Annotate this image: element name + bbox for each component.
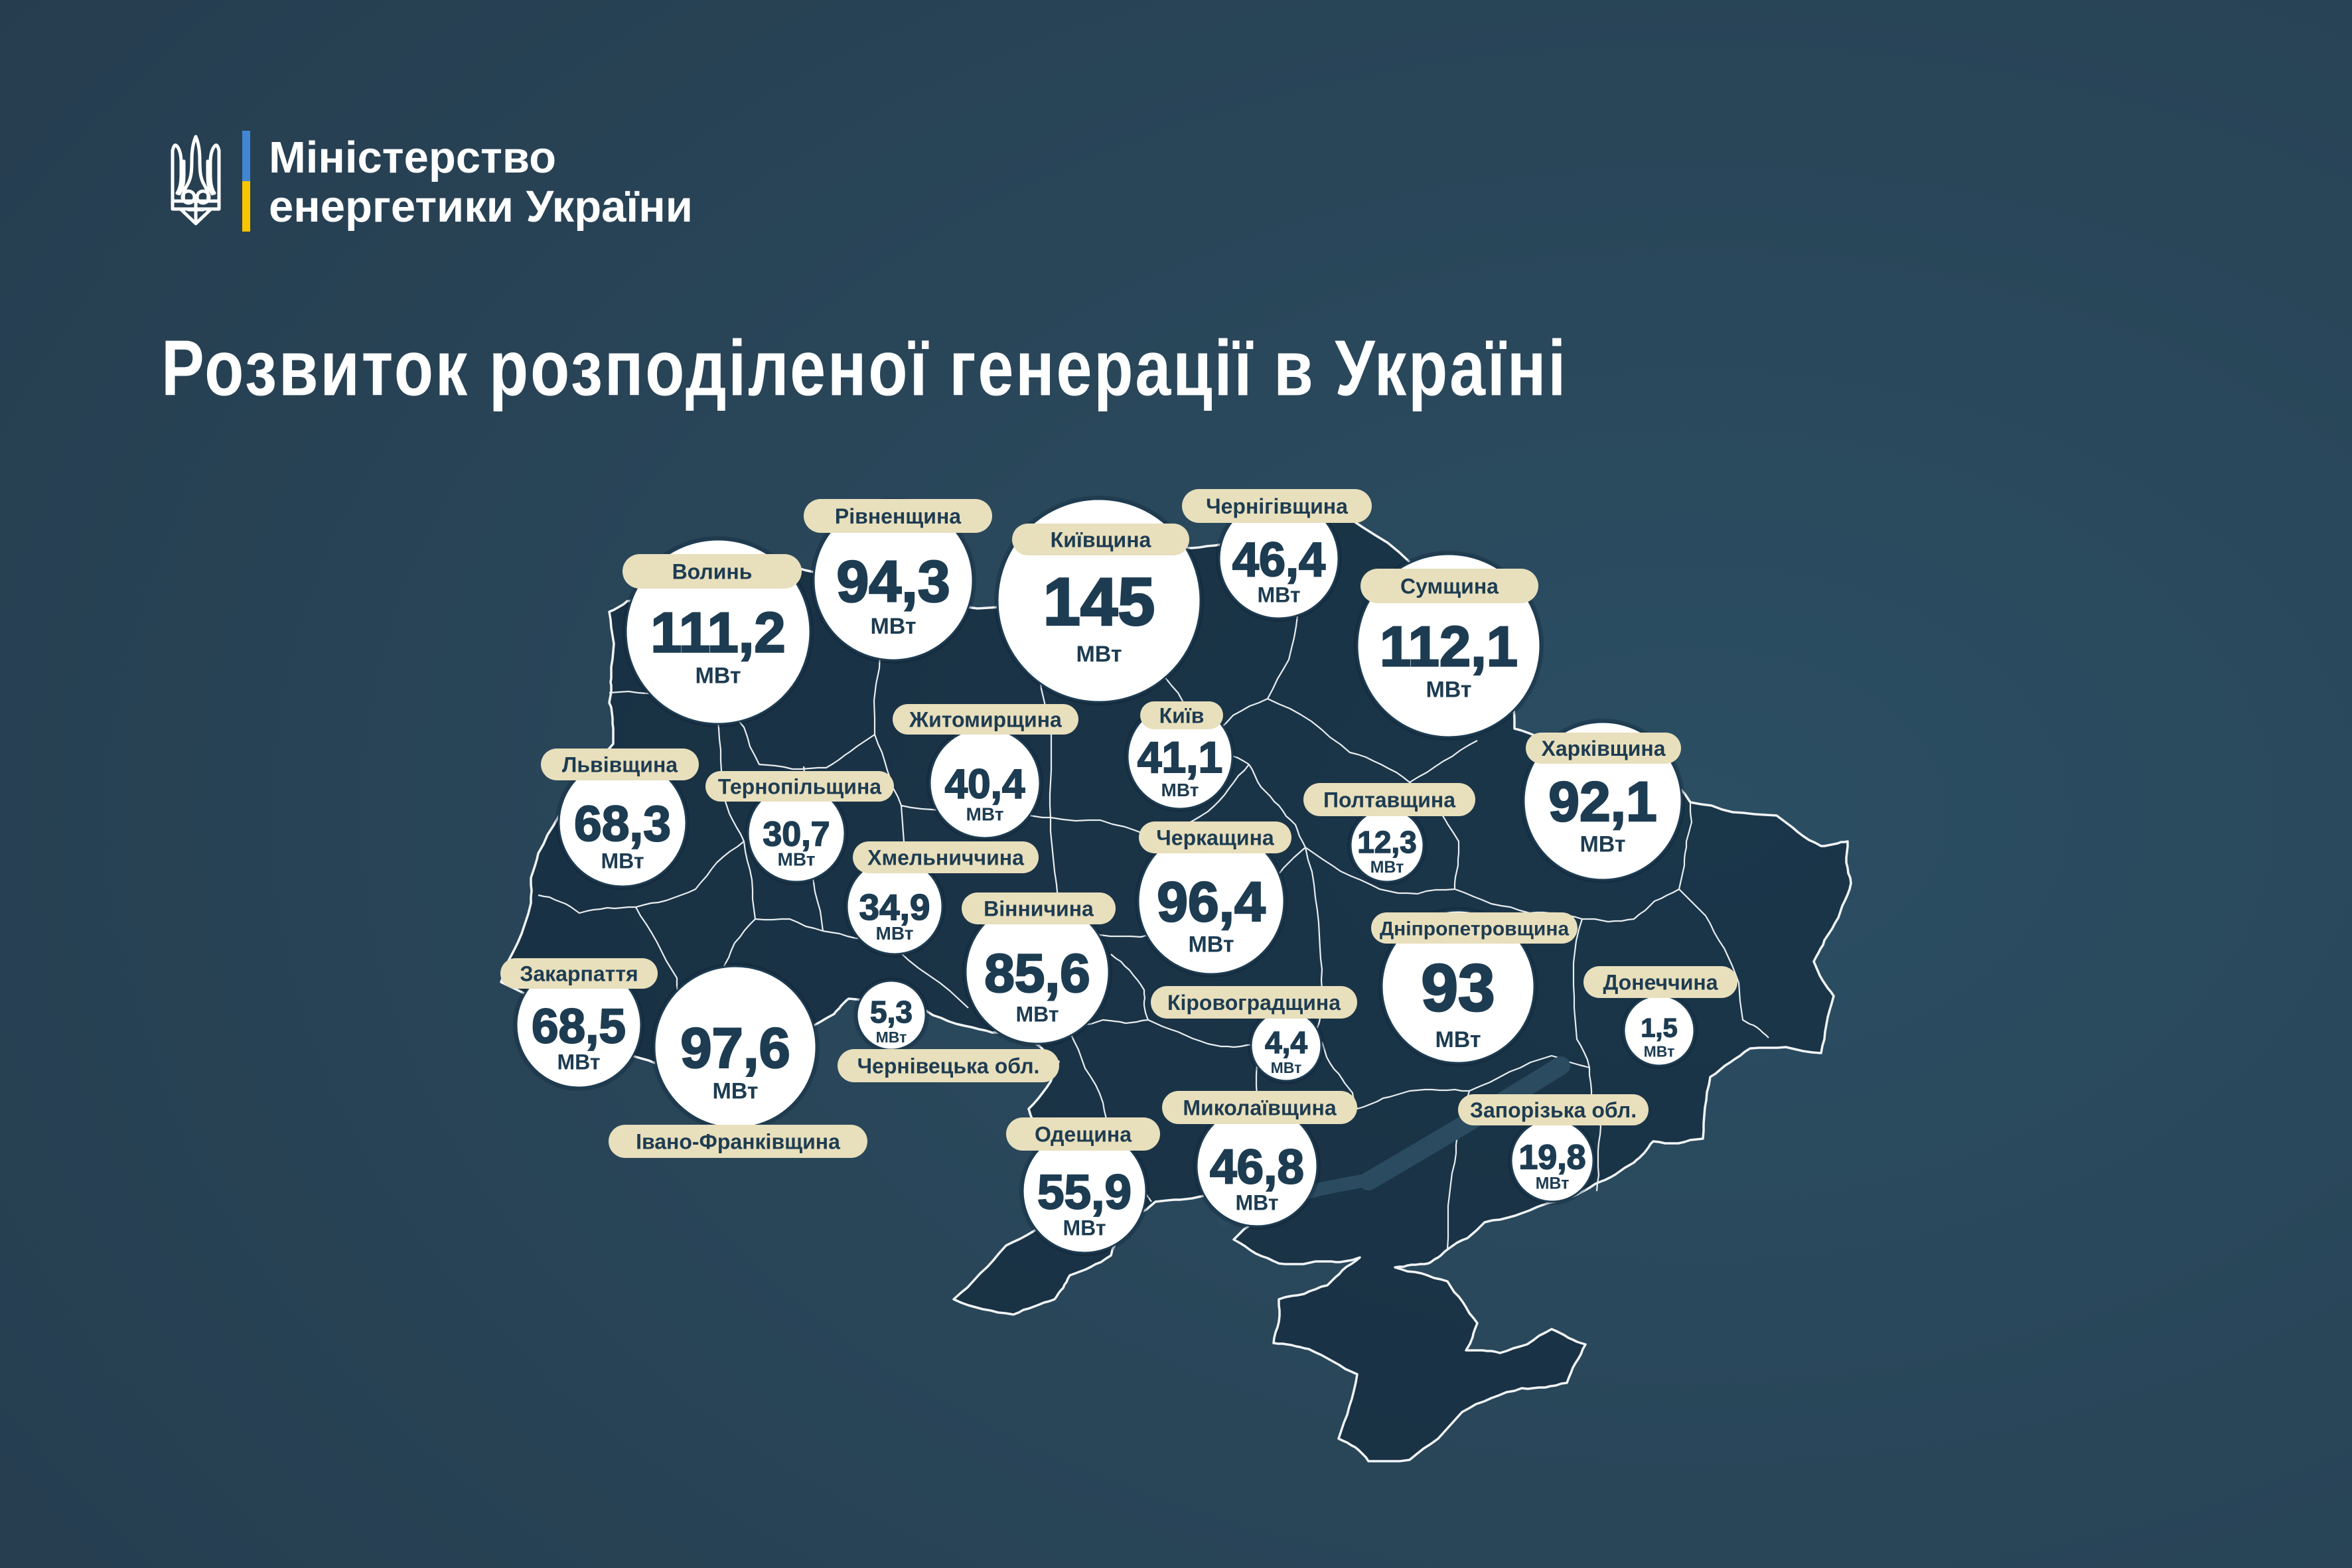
svg-text:Волинь: Волинь [672,560,753,584]
svg-text:46,4: 46,4 [1232,534,1325,587]
svg-text:1,5: 1,5 [1641,1014,1678,1043]
svg-text:34,9: 34,9 [859,887,930,928]
svg-text:Дніпропетровщина: Дніпропетровщина [1380,918,1570,940]
svg-text:Харківщина: Харківщина [1541,737,1665,760]
svg-text:112,1: 112,1 [1380,616,1518,679]
svg-text:46,8: 46,8 [1210,1140,1304,1194]
svg-text:145: 145 [1043,565,1155,639]
svg-text:МВт: МВт [1015,1003,1059,1027]
svg-text:68,5: 68,5 [532,999,626,1053]
svg-text:МВт: МВт [876,1029,907,1046]
svg-text:МВт: МВт [1435,1027,1481,1052]
svg-text:97,6: 97,6 [680,1017,790,1080]
svg-text:МВт: МВт [1188,932,1234,957]
svg-text:МВт: МВт [966,804,1004,824]
svg-text:МВт: МВт [1161,780,1199,800]
svg-text:МВт: МВт [778,849,816,870]
svg-text:94,3: 94,3 [836,549,950,614]
svg-text:Житомирщина: Житомирщина [909,708,1062,732]
svg-text:МВт: МВт [1063,1216,1106,1240]
svg-text:Чернівецька обл.: Чернівецька обл. [857,1054,1040,1078]
svg-text:5,3: 5,3 [870,995,913,1029]
svg-text:МВт: МВт [1536,1174,1570,1192]
svg-text:МВт: МВт [876,923,914,944]
svg-text:Черкащина: Черкащина [1156,826,1274,850]
svg-text:МВт: МВт [601,849,644,873]
svg-text:92,1: 92,1 [1548,770,1657,833]
svg-text:Запорізька обл.: Запорізька обл. [1470,1098,1637,1122]
svg-text:Сумщина: Сумщина [1400,575,1499,599]
svg-text:МВт: МВт [870,614,916,639]
svg-text:68,3: 68,3 [574,796,671,851]
svg-text:Одещина: Одещина [1035,1123,1132,1147]
svg-text:МВт: МВт [1580,831,1625,857]
svg-text:Київщина: Київщина [1051,528,1151,552]
svg-text:Івано-Франківщина: Івано-Франківщина [636,1130,840,1154]
svg-text:85,6: 85,6 [984,944,1090,1004]
svg-text:МВт: МВт [1426,677,1471,702]
svg-text:МВт: МВт [1370,858,1404,877]
svg-text:Хмельниччина: Хмельниччина [867,846,1024,870]
svg-text:96,4: 96,4 [1157,871,1266,933]
svg-text:МВт: МВт [695,663,741,688]
svg-text:40,4: 40,4 [945,761,1025,807]
svg-text:МВт: МВт [557,1050,600,1074]
svg-text:30,7: 30,7 [763,816,830,854]
svg-text:МВт: МВт [1271,1059,1302,1076]
svg-text:МВт: МВт [712,1078,758,1104]
svg-text:Київ: Київ [1159,704,1205,728]
svg-text:МВт: МВт [1644,1043,1675,1060]
svg-text:Чернігівщина: Чернігівщина [1206,494,1348,518]
svg-text:111,2: 111,2 [650,602,785,665]
svg-text:Рівненщина: Рівненщина [835,504,961,528]
svg-text:МВт: МВт [1257,583,1300,607]
svg-text:Кіровоградщина: Кіровоградщина [1167,991,1341,1015]
svg-text:12,3: 12,3 [1357,825,1417,859]
svg-text:4,4: 4,4 [1265,1025,1307,1060]
svg-text:55,9: 55,9 [1037,1165,1132,1219]
svg-text:93: 93 [1421,951,1495,1025]
svg-text:МВт: МВт [1235,1190,1278,1214]
svg-text:19,8: 19,8 [1518,1138,1585,1176]
svg-text:41,1: 41,1 [1138,733,1222,782]
svg-text:Миколаївщина: Миколаївщина [1183,1096,1336,1120]
svg-text:Вінничина: Вінничина [984,897,1094,921]
svg-text:МВт: МВт [1076,642,1122,667]
svg-text:Полтавщина: Полтавщина [1323,788,1455,812]
svg-text:Львівщина: Львівщина [562,753,678,777]
svg-text:Донеччина: Донеччина [1603,971,1718,995]
svg-text:Закарпаття: Закарпаття [520,962,638,986]
svg-text:Тернопільщина: Тернопільщина [718,775,881,799]
